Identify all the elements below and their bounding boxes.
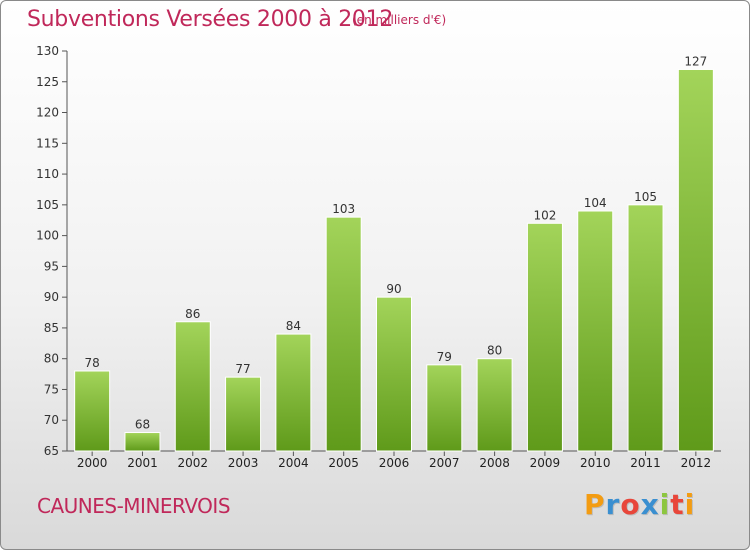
data-label-2000: 78 xyxy=(85,356,100,370)
x-tick-label-2007: 2007 xyxy=(429,456,460,470)
y-tick-label: 130 xyxy=(36,44,59,58)
bar-2003 xyxy=(225,376,262,452)
place-name: CAUNES-MINERVOIS xyxy=(37,494,231,518)
y-tick-label: 75 xyxy=(44,382,59,396)
proxiti-logo[interactable]: Proxiti xyxy=(584,488,695,521)
bar-2012 xyxy=(677,68,714,452)
y-tick-label: 105 xyxy=(36,198,59,212)
x-tick-label-2005: 2005 xyxy=(328,456,359,470)
bar-2011 xyxy=(627,204,664,452)
logo-letter: i xyxy=(659,488,671,521)
x-tick-label-2010: 2010 xyxy=(580,456,611,470)
y-tick-label: 90 xyxy=(44,290,59,304)
data-label-2002: 86 xyxy=(185,307,200,321)
x-tick-label-2004: 2004 xyxy=(278,456,309,470)
logo-letter: P xyxy=(584,488,606,521)
y-tick-label: 85 xyxy=(44,321,59,335)
bar-2006 xyxy=(376,296,412,452)
bars-group: 78 68 86 77 84 103 90 79 80 102 104 105 127 xyxy=(74,54,714,452)
data-label-2003: 77 xyxy=(235,362,250,376)
logo-letter: t xyxy=(670,488,685,521)
chart-title: Subventions Versées 2000 à 2012 xyxy=(27,7,394,32)
x-tick-label-2006: 2006 xyxy=(379,456,410,470)
bar-2009 xyxy=(526,222,563,452)
logo-letter: o xyxy=(620,488,641,521)
data-label-2008: 80 xyxy=(487,344,502,358)
data-label-2007: 79 xyxy=(437,350,452,364)
x-tick-label-2002: 2002 xyxy=(177,456,208,470)
bar-2005 xyxy=(325,216,362,452)
data-label-2010: 104 xyxy=(584,196,607,210)
x-tick-label-2012: 2012 xyxy=(681,456,712,470)
logo-letter: r xyxy=(605,488,621,521)
y-tick-label: 125 xyxy=(36,75,59,89)
data-label-2005: 103 xyxy=(332,202,355,216)
data-label-2009: 102 xyxy=(533,208,556,222)
logo-letter: i xyxy=(684,488,696,521)
unit-note: (en milliers d'€) xyxy=(352,13,447,27)
bar-2004 xyxy=(275,333,312,452)
bar-2010 xyxy=(577,210,614,452)
x-tick-label-2011: 2011 xyxy=(630,456,661,470)
bar-2008 xyxy=(476,358,513,452)
data-label-2011: 105 xyxy=(634,190,657,204)
data-label-2004: 84 xyxy=(286,319,301,333)
y-tick-label: 120 xyxy=(36,106,59,120)
axes: 65 70 75 80 85 90 95 100 105 110 115 120 125 130 2000 2… xyxy=(36,44,721,470)
data-label-2012: 127 xyxy=(684,54,707,68)
bar-2007 xyxy=(426,364,463,452)
x-tick-label-2003: 2003 xyxy=(228,456,259,470)
x-tick-label-2000: 2000 xyxy=(77,456,108,470)
y-tick-label: 70 xyxy=(44,413,59,427)
bar-2000 xyxy=(74,370,111,452)
data-label-2001: 68 xyxy=(135,418,150,432)
y-tick-label: 80 xyxy=(44,352,59,366)
y-tick-label: 65 xyxy=(44,444,59,458)
y-tick-label: 110 xyxy=(36,167,59,181)
y-tick-label: 100 xyxy=(36,229,59,243)
x-tick-label-2008: 2008 xyxy=(479,456,510,470)
logo-letter: x xyxy=(640,488,660,521)
data-label-2006: 90 xyxy=(386,282,401,296)
bar-2002 xyxy=(174,321,211,452)
bar-2001 xyxy=(124,432,161,452)
x-tick-label-2009: 2009 xyxy=(530,456,561,470)
y-tick-label: 115 xyxy=(36,136,59,150)
x-tick-label-2001: 2001 xyxy=(127,456,158,470)
y-tick-label: 95 xyxy=(44,259,59,273)
